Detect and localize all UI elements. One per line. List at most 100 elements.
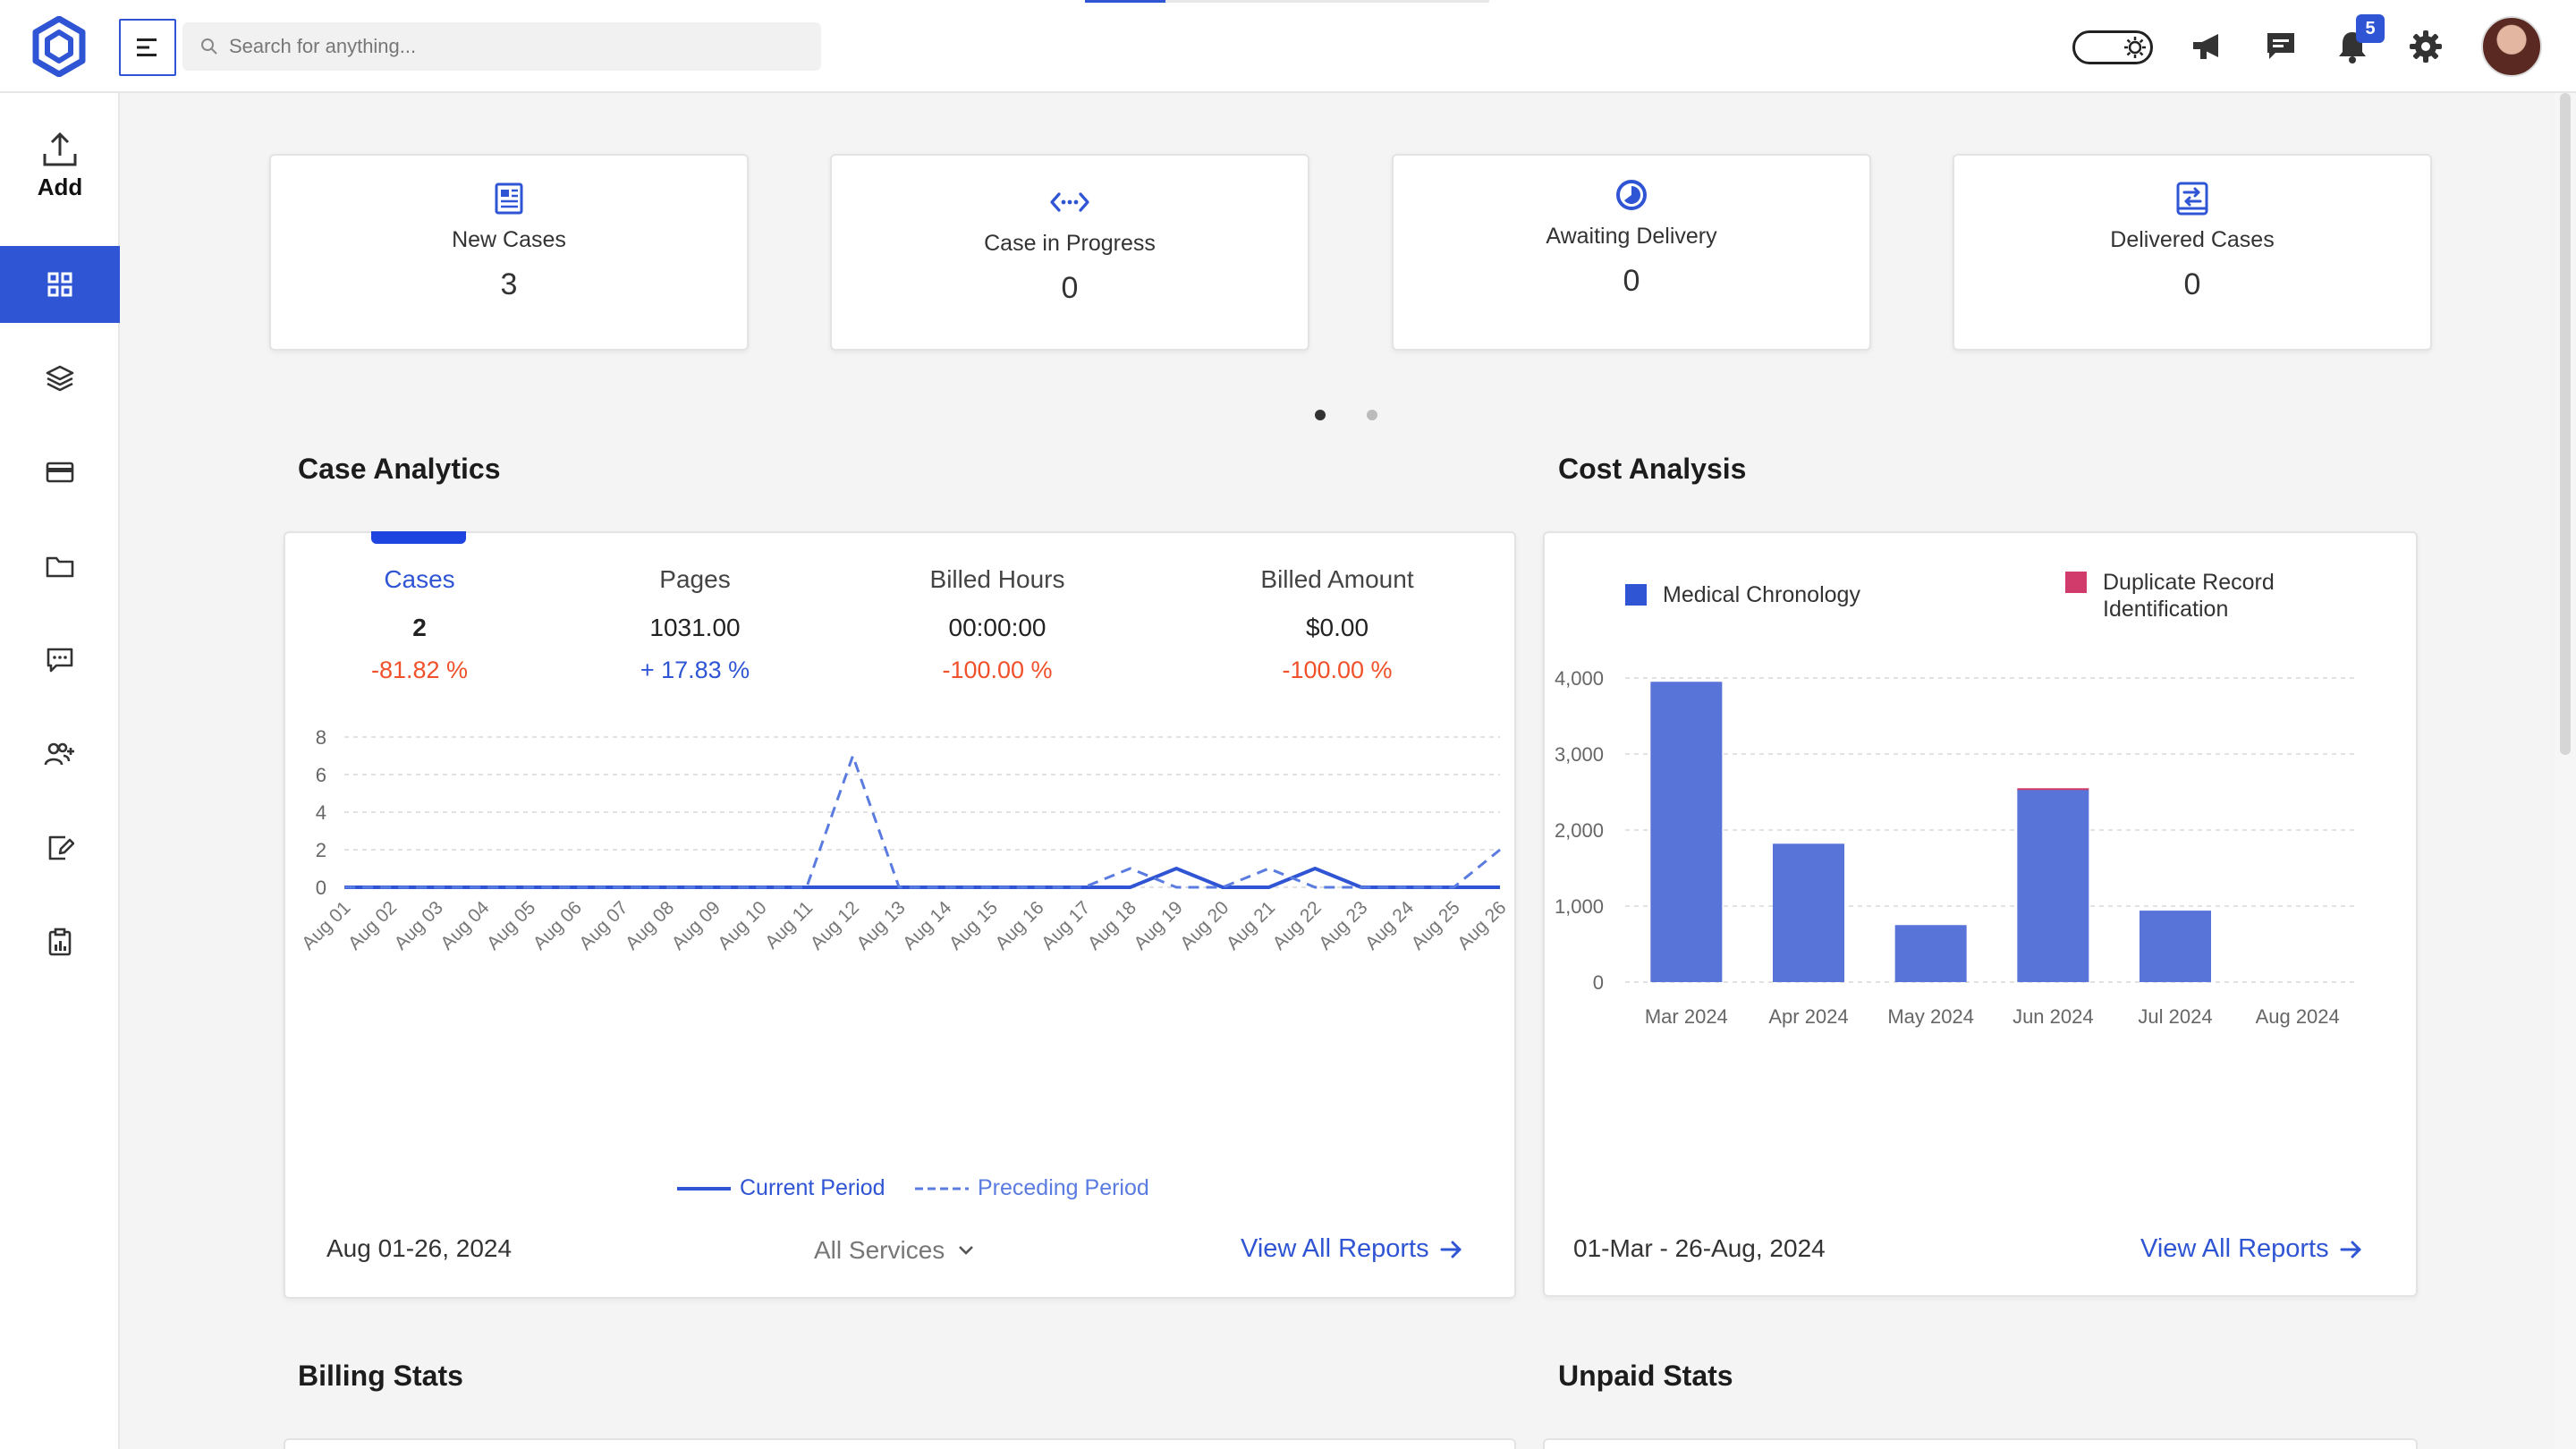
cost-analysis-date-range: 01-Mar - 26-Aug, 2024	[1573, 1234, 1826, 1262]
sidebar: Add	[0, 93, 120, 1449]
metric-tab-billed-hours[interactable]: Billed Hours 00:00:00 -100.00 %	[863, 533, 1131, 684]
page-scrollbar[interactable]	[2555, 93, 2576, 1449]
x-tick-label: Aug 26	[1453, 897, 1510, 953]
series-line-current-period	[344, 867, 1500, 889]
y-tick-label: 2,000	[1555, 819, 1604, 842]
y-tick-label: 0	[1593, 971, 1604, 994]
services-dropdown[interactable]: All Services	[814, 1236, 975, 1265]
x-tick-label: Aug 21	[1223, 897, 1279, 953]
metric-tab-pages[interactable]: Pages 1031.00 + 17.83 %	[561, 533, 829, 684]
x-tick-label: Aug 01	[298, 897, 354, 953]
settings-button[interactable]	[2406, 27, 2445, 66]
sidebar-item-files[interactable]	[0, 528, 120, 605]
x-tick-label: Aug 02	[344, 897, 401, 953]
metric-delta: -100.00 %	[942, 657, 1053, 683]
dashed-line-swatch	[915, 1187, 969, 1190]
x-tick-label: Aug 10	[714, 897, 770, 953]
sidebar-item-layers[interactable]	[0, 340, 120, 417]
legend-duplicate-record[interactable]: Duplicate Record Identification	[2065, 569, 2326, 623]
stat-card-case-in-progress[interactable]: Case in Progress 0	[830, 154, 1309, 351]
announcements-button[interactable]	[2188, 27, 2227, 66]
x-tick-label: Aug 25	[1408, 897, 1464, 953]
metric-value: $0.00	[1305, 614, 1369, 641]
metric-tab-cases[interactable]: Cases 2 -81.82 %	[285, 533, 554, 684]
y-tick-label: 3,000	[1555, 743, 1604, 766]
edit-document-icon	[48, 835, 74, 860]
scrollbar-thumb[interactable]	[2560, 93, 2571, 755]
x-tick-label: Aug 04	[436, 897, 494, 954]
stat-label: Awaiting Delivery	[1546, 224, 1717, 249]
sidebar-item-users[interactable]	[0, 716, 120, 792]
stat-card-new-cases[interactable]: New Cases 3	[269, 154, 749, 351]
carousel-dot-1[interactable]	[1315, 410, 1326, 420]
cost-analysis-bar-chart: 0 1,000 2,000 3,000 4,000 Mar 2024 Apr 2024 May…	[1555, 667, 2359, 1028]
view-all-reports-label: View All Reports	[2140, 1234, 2329, 1263]
legend-current-period[interactable]: Current Period	[677, 1175, 886, 1201]
metric-value: 00:00:00	[948, 614, 1046, 641]
add-users-icon	[44, 742, 74, 766]
megaphone-icon	[2193, 34, 2218, 59]
metric-label: Pages	[659, 565, 731, 593]
x-tick-label: Aug 20	[1176, 897, 1233, 953]
unpaid-stats-title: Unpaid Stats	[1558, 1360, 1733, 1392]
x-tick-label: Aug 17	[1038, 897, 1094, 953]
x-tick-label: Aug 11	[761, 897, 817, 953]
metric-tab-billed-amount[interactable]: Billed Amount $0.00 -100.00 %	[1203, 533, 1471, 684]
metric-delta: -100.00 %	[1282, 657, 1393, 683]
series-line-preceding-period	[344, 754, 1501, 889]
add-label: Add	[37, 174, 83, 200]
menu-icon	[137, 38, 157, 56]
notification-count-badge: 5	[2356, 14, 2385, 43]
layers-icon	[46, 365, 74, 392]
bar-jun-2024-medical-chronology	[2017, 789, 2089, 982]
stat-card-delivered-cases[interactable]: Delivered Cases 0	[1953, 154, 2432, 351]
sidebar-item-dashboard[interactable]	[0, 246, 120, 323]
legend-label: Medical Chronology	[1663, 582, 1860, 607]
legend-label: Duplicate Record Identification	[2103, 570, 2275, 622]
messages-button[interactable]	[2261, 27, 2301, 66]
legend-label: Preceding Period	[978, 1175, 1149, 1200]
stat-value: 3	[500, 267, 518, 301]
x-tick-label: Aug 23	[1315, 897, 1371, 953]
case-analytics-date-range: Aug 01-26, 2024	[326, 1234, 513, 1262]
view-all-reports-label: View All Reports	[1241, 1234, 1429, 1263]
stat-value: 0	[2183, 267, 2201, 301]
stat-card-awaiting-delivery[interactable]: Awaiting Delivery 0	[1392, 154, 1871, 351]
clock-half-icon	[1616, 180, 1647, 210]
cost-analysis-view-all-reports-link[interactable]: View All Reports	[2140, 1234, 2363, 1264]
y-tick-label: 8	[316, 726, 326, 749]
hamburger-menu-button[interactable]	[119, 19, 176, 76]
bar-jul-2024-medical-chronology	[2140, 911, 2211, 982]
legend-medical-chronology[interactable]: Medical Chronology	[1625, 581, 1904, 608]
theme-toggle[interactable]	[2072, 30, 2153, 64]
x-tick-label: Aug 08	[622, 897, 678, 953]
chat-icon	[2267, 33, 2294, 59]
x-tick-label: Aug 06	[530, 897, 586, 953]
y-tick-label: 2	[316, 839, 326, 861]
app-logo-icon[interactable]	[32, 16, 86, 77]
search-icon	[201, 38, 217, 55]
y-tick-label: 0	[316, 877, 326, 899]
legend-preceding-period[interactable]: Preceding Period	[915, 1175, 1149, 1201]
carousel-dot-2[interactable]	[1367, 410, 1377, 420]
search-input[interactable]	[229, 35, 801, 58]
sun-icon	[2124, 37, 2146, 58]
sidebar-item-edit[interactable]	[0, 809, 120, 886]
x-tick-label: Aug 14	[899, 897, 956, 954]
add-button[interactable]: Add	[0, 131, 120, 211]
services-dropdown-value: All Services	[814, 1236, 945, 1264]
grid-icon	[47, 272, 72, 297]
search-bar[interactable]	[182, 22, 821, 71]
sidebar-item-messages[interactable]	[0, 622, 120, 699]
cost-analysis-panel: Medical Chronology Duplicate Record Iden…	[1543, 531, 2418, 1297]
sidebar-item-billing[interactable]	[0, 434, 120, 511]
x-tick-label: Aug 16	[991, 897, 1047, 953]
sidebar-item-reports[interactable]	[0, 903, 120, 980]
metric-label: Billed Amount	[1260, 565, 1414, 593]
metric-value: 1031.00	[649, 614, 741, 641]
document-icon	[495, 182, 523, 215]
billing-stats-title: Billing Stats	[298, 1360, 463, 1392]
case-analytics-view-all-reports-link[interactable]: View All Reports	[1241, 1234, 1463, 1264]
case-analytics-title: Case Analytics	[298, 453, 501, 485]
user-avatar[interactable]	[2481, 16, 2542, 77]
